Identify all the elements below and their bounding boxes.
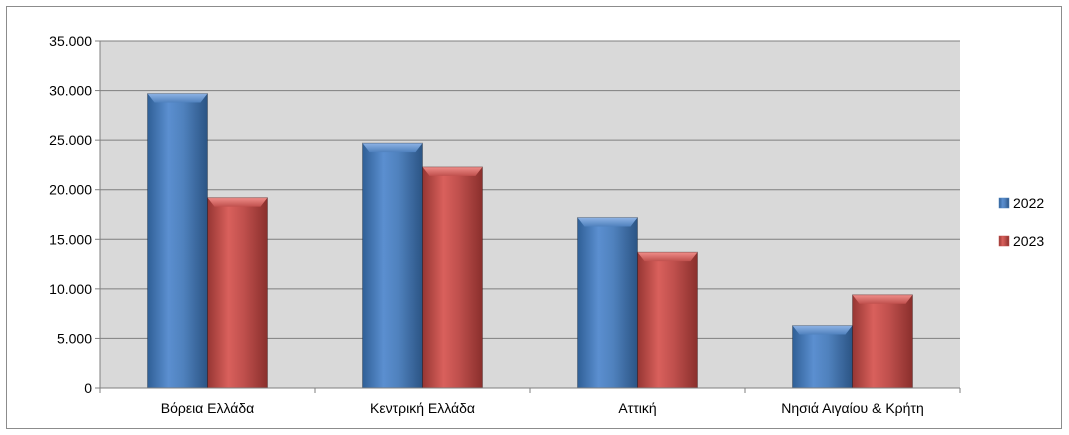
bar-body: [852, 294, 913, 388]
legend-label: 2023: [1013, 233, 1044, 249]
y-tick-label: 5.000: [57, 330, 92, 346]
bar-2023-2: [637, 251, 698, 389]
legend-item-2023: 2023: [998, 233, 1044, 249]
bar-body: [207, 197, 268, 388]
legend: 2022 2023: [998, 195, 1044, 249]
bar-body: [577, 217, 638, 388]
bar-2022-3: [792, 325, 853, 389]
bar-cap: [207, 197, 268, 207]
bar-body: [147, 93, 208, 388]
legend-item-2022: 2022: [998, 195, 1044, 211]
bar-2023-3: [852, 294, 913, 389]
y-tick-label: 30.000: [49, 83, 92, 99]
bar-cap: [362, 143, 423, 153]
y-tick-label: 25.000: [49, 132, 92, 148]
bar-cap: [577, 217, 638, 227]
bar-cap: [792, 325, 853, 335]
x-tick-label: Κεντρική Ελλάδα: [370, 400, 475, 416]
y-tick-label: 20.000: [49, 182, 92, 198]
legend-swatch: [998, 197, 1010, 209]
y-tick-label: 0: [84, 380, 92, 396]
x-tick-label: Βόρεια Ελλάδα: [161, 400, 255, 416]
bars: [147, 93, 913, 389]
bar-cap: [852, 294, 913, 304]
bar-2022-2: [577, 216, 638, 389]
bar-2023-1: [422, 166, 483, 389]
bar-cap: [637, 252, 698, 262]
legend-label: 2022: [1013, 195, 1044, 211]
legend-swatch: [998, 235, 1010, 247]
bar-2023-0: [207, 197, 268, 389]
bar-cap: [422, 166, 483, 176]
bar-body: [637, 252, 698, 388]
y-tick-label: 15.000: [49, 231, 92, 247]
bar-body: [792, 325, 853, 388]
bar-cap: [147, 93, 208, 103]
y-tick-label: 35.000: [49, 33, 92, 49]
bar-body: [362, 143, 423, 388]
bar-2022-0: [147, 93, 208, 389]
y-tick-label: 10.000: [49, 281, 92, 297]
bar-body: [422, 166, 483, 388]
x-tick-label: Αττική: [618, 400, 656, 416]
y-axis-ticks: 0 5.000 10.000 15.000 20.000 25.000 30.000 35.0…: [49, 33, 100, 396]
bar-2022-1: [362, 142, 423, 389]
x-tick-label: Νησιά Αιγαίου & Κρήτη: [781, 400, 923, 416]
x-axis-ticks: Βόρεια Ελλάδα Κεντρική Ελλάδα Αττική Νησιά …: [99, 388, 961, 416]
